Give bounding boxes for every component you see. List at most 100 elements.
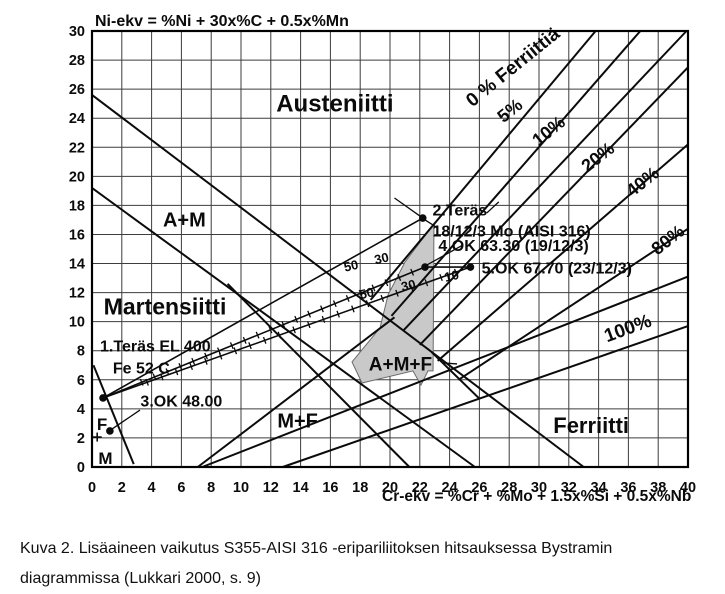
label-leader-line xyxy=(424,219,439,229)
x-axis-tick-label: 2 xyxy=(118,480,126,496)
ferrite-percent-line xyxy=(369,30,597,301)
dilution-tick xyxy=(453,268,458,276)
x-axis-tick-label: 34 xyxy=(591,480,607,496)
data-point-label: 2.Teräs xyxy=(432,203,487,220)
dilution-tick xyxy=(365,300,370,308)
data-point-label: 5.OK 67.70 (23/12/3) xyxy=(482,261,632,278)
data-point-5 xyxy=(466,263,475,271)
x-axis-tick-label: 40 xyxy=(680,480,696,496)
dilution-tick xyxy=(358,289,363,297)
x-axis-tick-label: 24 xyxy=(442,480,458,496)
x-axis-tick-label: 10 xyxy=(233,480,249,496)
y-axis-tick-label: 10 xyxy=(69,315,85,331)
dilution-percent-label: 50 xyxy=(358,284,375,302)
x-axis-tick-label: 4 xyxy=(148,480,156,496)
dilution-tick xyxy=(204,357,208,365)
region-label: M+F xyxy=(277,411,318,433)
y-axis-tick-label: 0 xyxy=(77,460,85,476)
x-axis-tick-label: 20 xyxy=(382,480,398,496)
ferrite-percent-line xyxy=(457,227,689,381)
region-label: A+M xyxy=(163,209,206,231)
y-axis-tick-label: 16 xyxy=(69,227,85,243)
dilution-tick xyxy=(248,342,252,350)
y-axis-formula: Ni-ekv = %Ni + 30x%C + 0.5x%Mn xyxy=(95,13,349,30)
dilution-line xyxy=(102,266,426,399)
y-axis-tick-label: 6 xyxy=(77,373,85,389)
dilution-tick xyxy=(336,310,340,318)
dilution-tick xyxy=(174,368,179,376)
dilution-tick xyxy=(262,336,267,344)
dilution-tick xyxy=(397,274,402,281)
data-point-label: 18/12/3 Mo (AISI 316) xyxy=(432,224,590,241)
dilution-tick xyxy=(145,378,149,386)
dilution-tick xyxy=(345,294,350,302)
ferrite-percent-label: 10% xyxy=(528,112,569,150)
dilution-tick xyxy=(351,305,355,313)
dilution-tick xyxy=(321,315,326,323)
caption-line-2: diagrammissa (Lukkari 2000, s. 9) xyxy=(20,570,261,587)
x-axis-tick-label: 30 xyxy=(531,480,547,496)
label-leader-line xyxy=(486,201,500,214)
x-axis-tick-label: 14 xyxy=(293,480,309,496)
y-axis-tick-label: 18 xyxy=(69,198,85,214)
data-point-4 xyxy=(421,263,429,271)
dilution-tick xyxy=(178,363,183,371)
region-label: Ferriitti xyxy=(553,413,629,438)
dilution-percent-label: 50 xyxy=(342,257,359,275)
data-point-label: 3.OK 48.00 xyxy=(140,394,222,411)
figure-caption: Kuva 2. Lisäaineen vaikutus S355-AISI 31… xyxy=(20,534,715,594)
dilution-tick xyxy=(218,352,223,360)
ferrite-percent-line xyxy=(419,66,689,346)
phase-boundary-line xyxy=(91,94,585,468)
ferrite-percent-line xyxy=(282,325,689,468)
phase-boundary-line xyxy=(91,187,476,468)
phase-boundary-line xyxy=(92,364,135,465)
x-axis-tick-label: 32 xyxy=(561,480,577,496)
data-point-1 xyxy=(99,394,107,402)
phase-boundary-line xyxy=(197,316,396,468)
caption-line-1: Kuva 2. Lisäaineen vaikutus S355-AISI 31… xyxy=(20,540,613,557)
region-label: M xyxy=(98,449,112,468)
y-axis-tick-label: 8 xyxy=(77,344,85,360)
y-axis-tick-label: 22 xyxy=(69,140,85,156)
y-axis-tick-label: 28 xyxy=(69,53,85,69)
dilution-tick xyxy=(371,284,376,292)
dilution-tick xyxy=(189,363,193,371)
data-point-label: 1.Teräs EL 400 xyxy=(100,338,211,355)
x-axis-tick-label: 8 xyxy=(207,480,215,496)
dilution-tick xyxy=(439,273,443,282)
x-axis-tick-label: 18 xyxy=(352,480,368,496)
dilution-tick xyxy=(307,321,311,329)
region-label: A+M+F xyxy=(369,355,432,376)
y-axis-tick-label: 26 xyxy=(69,82,85,98)
x-axis-tick-label: 6 xyxy=(177,480,185,496)
x-axis-tick-label: 16 xyxy=(322,480,338,496)
ferrite-percent-line xyxy=(402,30,688,332)
region-label: F xyxy=(97,415,107,434)
region-label: Martensiitti xyxy=(104,294,227,320)
dilution-tick xyxy=(277,331,282,339)
dilution-tick xyxy=(191,357,196,365)
x-axis-tick-label: 26 xyxy=(471,480,487,496)
data-point-label: Fe 52 C xyxy=(113,360,170,377)
dilution-tick xyxy=(255,331,260,339)
y-axis-tick-label: 2 xyxy=(77,431,85,447)
dilution-tick xyxy=(294,315,299,323)
data-point-label: 4.OK 63.30 (19/12/3) xyxy=(438,238,588,255)
label-leader-line xyxy=(442,362,458,365)
dilution-percent-label: 10 xyxy=(443,267,460,285)
x-axis-tick-label: 36 xyxy=(620,480,636,496)
dilution-tick xyxy=(380,294,385,302)
dilution-tick xyxy=(160,373,164,381)
x-axis-tick-label: 28 xyxy=(501,480,517,496)
data-point-3 xyxy=(106,427,114,435)
phase-boundary-line xyxy=(201,275,689,468)
dilution-tick xyxy=(384,279,389,287)
dilution-tick xyxy=(204,352,208,360)
x-axis-tick-label: 12 xyxy=(263,480,279,496)
dilution-tick xyxy=(242,336,247,344)
dilution-line xyxy=(102,217,424,399)
ferrite-percent-label: 80% xyxy=(648,221,689,259)
dilution-tick xyxy=(307,310,312,318)
